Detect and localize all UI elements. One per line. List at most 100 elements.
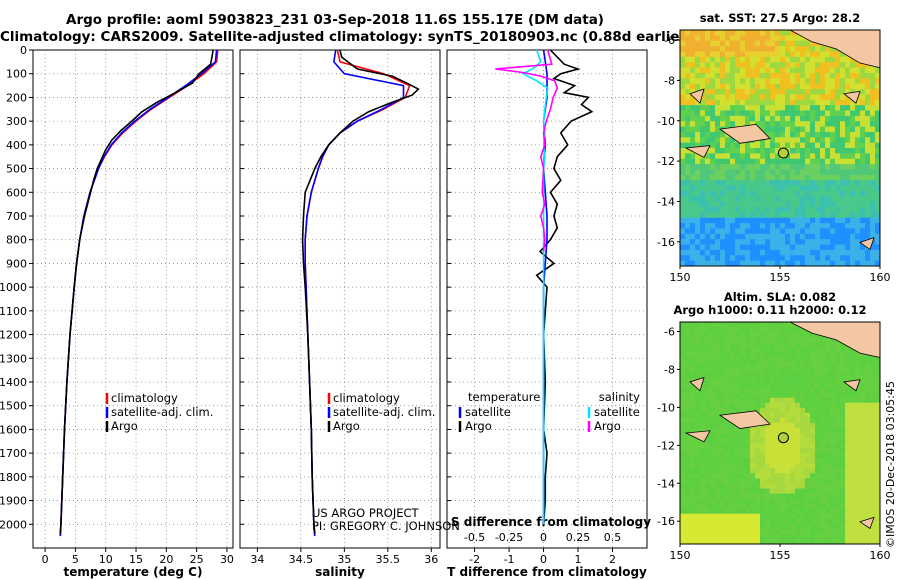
map-cell xyxy=(785,342,791,348)
map-cell xyxy=(720,533,726,540)
map-cell xyxy=(845,513,851,520)
map-cell xyxy=(830,105,836,111)
map-cell xyxy=(820,463,826,469)
map-cell xyxy=(810,448,816,454)
map-cell xyxy=(810,185,816,192)
map-cell xyxy=(730,67,736,74)
map-cell xyxy=(780,180,786,186)
map-cell xyxy=(730,190,736,197)
map-cell xyxy=(730,212,736,219)
panel-frame xyxy=(239,49,441,549)
map-cell xyxy=(800,180,806,186)
map-cell xyxy=(700,142,706,149)
map-cell xyxy=(695,322,701,328)
map-cell xyxy=(815,533,821,540)
map-cell xyxy=(800,196,806,203)
map-cell xyxy=(830,164,836,170)
map-cell xyxy=(795,488,801,494)
map-cell xyxy=(700,35,706,42)
map-cell xyxy=(795,427,801,434)
map-cell xyxy=(770,473,776,479)
map-cell xyxy=(825,357,831,363)
map-cell xyxy=(860,427,866,434)
map-cell xyxy=(720,407,726,414)
map-cell xyxy=(715,56,721,63)
map-cell xyxy=(850,458,856,464)
map-cell xyxy=(800,387,806,394)
map-cell xyxy=(775,533,781,540)
map-cell xyxy=(730,367,736,373)
map-cell xyxy=(825,342,831,348)
map-cell xyxy=(700,448,706,454)
map-cell xyxy=(700,244,706,251)
map-cell xyxy=(790,387,796,394)
map-cell xyxy=(835,83,841,90)
map-cell xyxy=(730,164,736,170)
map-cell xyxy=(745,513,751,520)
map-cell xyxy=(775,372,781,378)
x-tick-label: -1 xyxy=(504,553,515,566)
map-cell xyxy=(800,99,806,106)
map-cell xyxy=(730,40,736,47)
map-cell xyxy=(870,498,876,505)
map-cell xyxy=(815,105,821,111)
map-cell xyxy=(680,372,686,378)
map-cell xyxy=(845,185,851,192)
map-cell xyxy=(850,528,856,535)
map-cell xyxy=(860,488,866,494)
map-cell xyxy=(740,83,746,90)
map-cell xyxy=(715,164,721,170)
map-cell xyxy=(805,62,811,68)
series-line-climatology xyxy=(59,49,219,537)
map-cell xyxy=(770,169,776,176)
map-cell xyxy=(705,35,711,42)
map-cell xyxy=(710,468,716,474)
map-cell xyxy=(765,468,771,474)
map-cell xyxy=(715,110,721,117)
map-cell xyxy=(765,51,771,58)
map-cell xyxy=(740,174,746,181)
map-cell xyxy=(850,372,856,378)
map-cell xyxy=(735,51,741,58)
x-tick-label: 34 xyxy=(250,553,264,566)
map-cell xyxy=(820,478,826,484)
map-cell xyxy=(795,142,801,149)
map-cell xyxy=(715,142,721,149)
map-cell xyxy=(845,56,851,63)
map-cell xyxy=(690,78,696,85)
map-cell xyxy=(755,377,761,383)
map-cell xyxy=(715,402,721,409)
map-cell xyxy=(810,126,816,133)
map-cell xyxy=(820,137,826,144)
map-cell xyxy=(875,458,881,464)
map-cell xyxy=(820,518,826,525)
map-cell xyxy=(725,478,731,484)
map-cell xyxy=(760,402,766,409)
map-cell xyxy=(835,438,841,444)
map-cell xyxy=(790,342,796,348)
map-cell xyxy=(710,483,716,489)
map-cell xyxy=(720,387,726,394)
map-cell xyxy=(760,249,766,256)
map-cell xyxy=(875,523,881,530)
map-cell xyxy=(720,212,726,219)
map-cell xyxy=(760,337,766,343)
map-cell xyxy=(690,30,696,36)
map-cell xyxy=(765,488,771,494)
map-cell xyxy=(875,382,881,388)
map-cell xyxy=(690,105,696,111)
map-cell xyxy=(875,115,881,122)
map-cell xyxy=(845,493,851,499)
map-cell xyxy=(805,110,811,117)
map-cell xyxy=(695,180,701,186)
map-cell xyxy=(730,427,736,434)
map-cell xyxy=(695,337,701,343)
map-cell xyxy=(800,337,806,343)
map-cell xyxy=(725,473,731,479)
map-cell xyxy=(855,397,861,404)
map-cell xyxy=(710,508,716,515)
map-title: sat. SST: 27.5 Argo: 28.2 xyxy=(700,11,860,25)
map-cell xyxy=(870,422,876,429)
map-cell xyxy=(695,223,701,229)
map-cell xyxy=(740,513,746,520)
